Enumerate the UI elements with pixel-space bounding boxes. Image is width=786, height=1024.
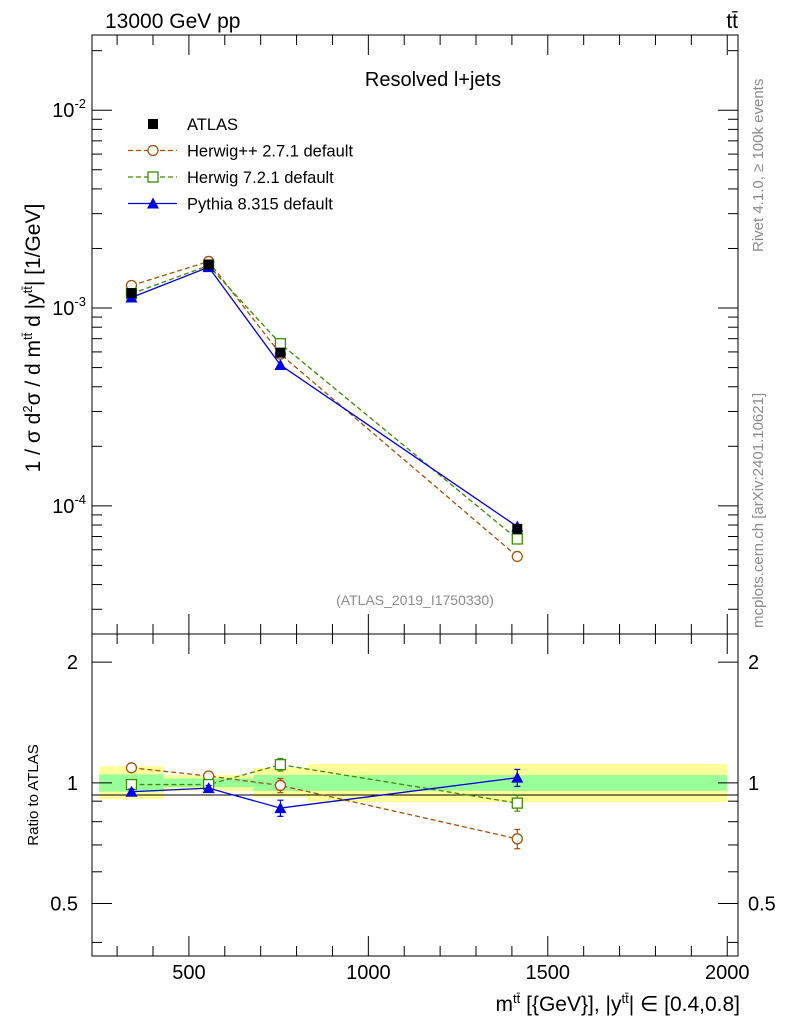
ratio-ytick-label-right: 0.5 (748, 894, 776, 916)
main-plot-area (125, 255, 524, 563)
energy-label: 13000 GeV pp (105, 10, 240, 33)
ratio-ytick-label-left: 2 (67, 652, 78, 674)
x-tick-label: 500 (172, 962, 205, 984)
main-axis-ticks (92, 35, 738, 634)
process-label: tt̄ (726, 10, 738, 33)
ratio-ytick-label-left: 0.5 (50, 894, 78, 916)
legend-label-herwig-2-7-1-default: Herwig++ 2.7.1 default (187, 143, 353, 161)
main-line-herwig-7-2-1-default (131, 264, 518, 540)
main-point-herwig-7-2-1-default (274, 338, 287, 350)
ratio-line-herwig-7-2-1-default (131, 763, 518, 804)
main-ytick-label-exp: -4 (74, 492, 86, 507)
analysis-id: (ATLAS_2019_I1750330) (336, 592, 494, 608)
ratio-axis-ticks (92, 634, 738, 956)
ratio-uncertainty-bands (99, 763, 728, 803)
ratio-plot-area (125, 757, 524, 850)
main-ytick-label-exp: -2 (74, 96, 86, 111)
ratio-point-herwig-7-2-1-default (274, 758, 287, 771)
main-point-herwig-7-2-1-default (511, 533, 523, 545)
x-axis-label: mtt̄ [{GeV}], |ytt̄| ∈ [0.4,0.8] (496, 991, 740, 1016)
x-axis-label-text: mtt̄ [{GeV}], |ytt̄| ∈ [0.4,0.8] (496, 991, 740, 1016)
ratio-line-pythia-8-315-default (131, 777, 518, 809)
ratio-ytick-label-right: 1 (748, 773, 759, 795)
main-ytick-label-exp: -3 (74, 294, 86, 309)
ratio-ytick-label-right: 2 (748, 652, 759, 674)
ratio-frame (91, 633, 739, 957)
main-point-atlas (126, 288, 137, 299)
main-ytick-label-base: 10 (52, 100, 74, 122)
x-tick-label: 2000 (705, 962, 750, 984)
ratio-point-herwig-2-7-1-default (125, 762, 138, 774)
legend-label-herwig-7-2-1-default: Herwig 7.2.1 default (187, 169, 334, 187)
ratio-line-herwig-2-7-1-default (131, 767, 518, 840)
main-ytick-label-base: 10 (52, 496, 74, 518)
legend-label-pythia-8-315-default: Pythia 8.315 default (187, 196, 333, 214)
ratio-panel: 0.5 0.5 1 1 2 2 500 1000 1500 2000 Ratio to ATLA… (25, 633, 776, 1016)
legend-marker-herwig-7-2-1-default (147, 171, 159, 183)
legend-marker-atlas (148, 119, 158, 129)
main-y-axis-label-text: 1 / σ d2σ / d mtt̄ d |ytt̄| [1/GeV] (20, 204, 45, 473)
legend: ATLAS Herwig++ 2.7.1 default Herwig 7.2.1 … (128, 116, 353, 214)
main-ytick-label: 10-2 (52, 96, 86, 122)
ratio-ytick-label-left: 1 (67, 773, 78, 795)
ratio-point-herwig-2-7-1-default (274, 779, 287, 792)
rivet-label: Rivet 4.1.0, ≥ 100k events (750, 79, 767, 252)
main-point-atlas (512, 523, 523, 534)
x-tick-labels: 500 1000 1500 2000 (172, 962, 749, 984)
ratio-point-herwig-7-2-1-default (511, 797, 523, 809)
main-point-pythia-8-315-default (274, 359, 287, 371)
legend-marker-pythia-8-315-default (147, 197, 159, 209)
main-point-atlas (275, 347, 286, 358)
legend-marker-herwig-2-7-1-default (147, 144, 159, 157)
main-line-pythia-8-315-default (131, 266, 518, 528)
ratio-point-pythia-8-315-default (511, 771, 524, 783)
main-y-tick-labels: 10-410-310-2 (52, 96, 86, 518)
x-tick-label: 1500 (526, 962, 571, 984)
ratio-point-pythia-8-315-default (274, 802, 287, 814)
main-ytick-label: 10-3 (52, 294, 86, 320)
ratio-y-tick-labels: 0.5 0.5 1 1 2 2 (50, 652, 776, 915)
main-panel: 10-410-310-2 Resolved l+jets (ATLAS_2019… (20, 34, 739, 635)
ratio-point-pythia-8-315-default (125, 785, 138, 797)
legend-label-atlas: ATLAS (187, 116, 238, 134)
ratio-point-herwig-2-7-1-default (511, 833, 523, 845)
main-ytick-label: 10-4 (52, 492, 86, 518)
main-y-axis-label: 1 / σ d2σ / d mtt̄ d |ytt̄| [1/GeV] (20, 204, 45, 473)
main-point-atlas (203, 259, 214, 270)
mcplots-label: mcplots.cern.ch [arXiv:2401.10621] (750, 393, 767, 628)
x-tick-label: 1000 (346, 962, 391, 984)
plot-title: Resolved l+jets (365, 69, 501, 91)
ratio-y-axis-label: Ratio to ATLAS (25, 744, 42, 845)
main-point-herwig-2-7-1-default (511, 550, 523, 563)
main-line-herwig-2-7-1-default (131, 260, 518, 557)
main-ytick-label-base: 10 (52, 298, 74, 320)
ratio-point-pythia-8-315-default (202, 782, 215, 794)
